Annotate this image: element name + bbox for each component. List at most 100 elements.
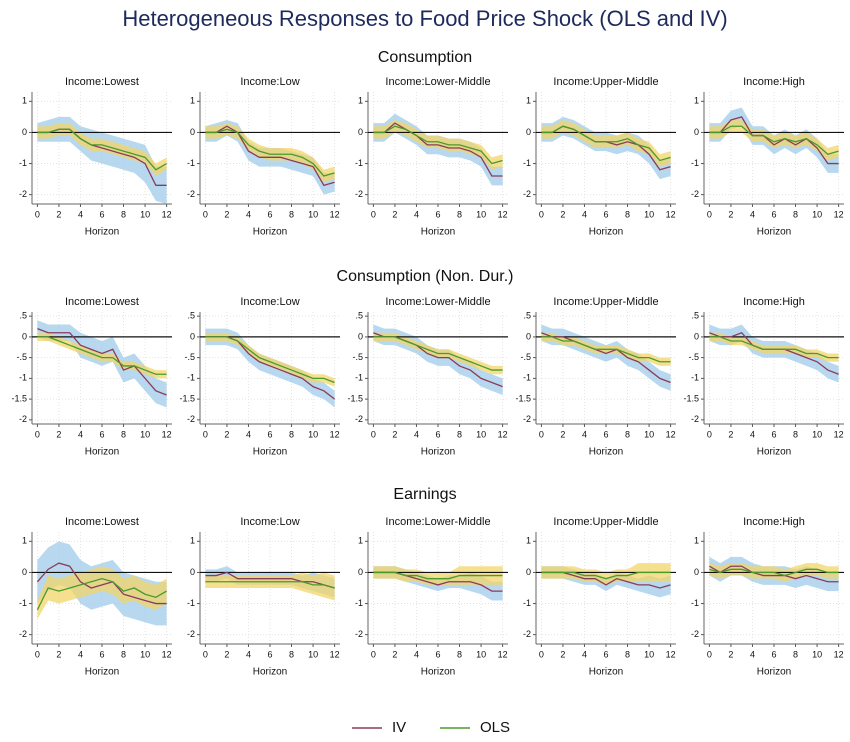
- x-tick-label: 12: [330, 429, 340, 439]
- y-tick-label: -1.5: [11, 393, 27, 403]
- x-tick-label: 0: [371, 429, 376, 439]
- x-tick-label: 12: [498, 209, 508, 219]
- x-axis-label: Horizon: [421, 447, 455, 458]
- ci-band: [37, 123, 167, 176]
- x-tick-label: 2: [224, 429, 229, 439]
- y-tick-label: -.5: [520, 352, 531, 362]
- y-tick-label: 0: [22, 331, 27, 341]
- y-tick-label: 1: [190, 96, 195, 106]
- panel-title: Income:High: [743, 296, 805, 308]
- y-tick-label: 0: [358, 331, 363, 341]
- y-tick-label: .5: [187, 311, 195, 321]
- x-tick-label: 4: [750, 649, 755, 659]
- x-tick-label: 12: [162, 209, 172, 219]
- y-tick-label: -1.5: [347, 393, 363, 403]
- x-tick-label: 2: [56, 209, 61, 219]
- section-title: Earnings: [393, 486, 456, 503]
- y-tick-label: -2: [187, 189, 195, 199]
- y-tick-label: -1: [523, 373, 531, 383]
- y-tick-label: -2: [187, 414, 195, 424]
- y-tick-label: 1: [358, 96, 363, 106]
- y-tick-label: -1: [691, 598, 699, 608]
- y-tick-label: -1: [355, 373, 363, 383]
- x-tick-label: 6: [99, 429, 104, 439]
- series-line: [541, 125, 671, 162]
- series-line: [37, 128, 167, 171]
- y-tick-label: -.5: [352, 352, 363, 362]
- x-tick-label: 10: [140, 429, 150, 439]
- y-tick-label: -1: [19, 158, 27, 168]
- x-tick-label: 2: [728, 429, 733, 439]
- series-line: [37, 336, 167, 375]
- x-tick-label: 12: [666, 649, 676, 659]
- x-tick-label: 12: [834, 649, 844, 659]
- y-tick-label: -1.5: [683, 393, 699, 403]
- series-line: [373, 336, 503, 371]
- series-line: [709, 125, 839, 155]
- x-tick-label: 6: [603, 209, 608, 219]
- x-tick-label: 6: [435, 649, 440, 659]
- x-tick-label: 4: [78, 649, 83, 659]
- y-tick-label: -1.5: [515, 393, 531, 403]
- x-axis-label: Horizon: [253, 227, 287, 238]
- y-tick-label: -1: [355, 598, 363, 608]
- x-tick-label: 8: [121, 209, 126, 219]
- x-tick-label: 8: [457, 209, 462, 219]
- x-tick-label: 0: [35, 429, 40, 439]
- y-tick-label: 0: [190, 127, 195, 137]
- x-tick-label: 12: [162, 649, 172, 659]
- x-tick-label: 12: [498, 429, 508, 439]
- x-tick-label: 0: [371, 209, 376, 219]
- x-tick-label: 0: [35, 209, 40, 219]
- x-tick-label: 4: [582, 209, 587, 219]
- y-tick-label: -2: [691, 629, 699, 639]
- y-tick-label: -2: [19, 189, 27, 199]
- x-tick-label: 2: [224, 209, 229, 219]
- series-line: [709, 565, 839, 583]
- y-tick-label: -1: [187, 598, 195, 608]
- x-tick-label: 6: [99, 209, 104, 219]
- series-line: [541, 336, 671, 363]
- legend: IV OLS: [352, 719, 510, 736]
- y-tick-label: 0: [694, 331, 699, 341]
- x-tick-label: 10: [140, 649, 150, 659]
- x-tick-label: 0: [203, 429, 208, 439]
- y-tick-label: 0: [526, 331, 531, 341]
- y-tick-label: -2: [691, 189, 699, 199]
- x-tick-label: 4: [582, 649, 587, 659]
- panel-title: Income:Upper-Middle: [553, 516, 658, 528]
- x-axis-label: Horizon: [85, 667, 119, 678]
- x-tick-label: 0: [539, 209, 544, 219]
- y-tick-label: 1: [22, 96, 27, 106]
- panel-title: Income:Upper-Middle: [553, 76, 658, 88]
- panel: Income:Lower-Middle -2 -1.5 -1 -.5 0 .5 0 2 4 6 8 10…: [347, 296, 508, 458]
- x-tick-label: 12: [498, 649, 508, 659]
- y-tick-label: -2: [19, 629, 27, 639]
- series-line: [36, 577, 167, 611]
- y-tick-label: 0: [22, 127, 27, 137]
- series-line: [373, 125, 503, 165]
- y-tick-label: -1: [355, 158, 363, 168]
- x-tick-label: 10: [308, 209, 318, 219]
- main-title: Heterogeneous Responses to Food Price Sh…: [122, 6, 727, 31]
- x-axis-label: Horizon: [589, 667, 623, 678]
- x-tick-label: 12: [666, 429, 676, 439]
- series-line: [541, 571, 671, 580]
- x-tick-label: 8: [625, 209, 630, 219]
- x-tick-label: 8: [625, 649, 630, 659]
- x-tick-label: 4: [414, 649, 419, 659]
- x-tick-label: 4: [246, 429, 251, 439]
- ci-band: [37, 320, 167, 408]
- ci-band: [709, 332, 839, 362]
- series-line: [205, 336, 335, 384]
- x-tick-label: 2: [728, 649, 733, 659]
- panel-title: Income:Lower-Middle: [385, 516, 490, 528]
- y-tick-label: 0: [190, 567, 195, 577]
- panel: Income:Upper-Middle -2 -1.5 -1 -.5 0 .5 0 2 4 6 8 10…: [515, 296, 676, 458]
- x-tick-label: 10: [644, 209, 654, 219]
- y-tick-label: 1: [526, 96, 531, 106]
